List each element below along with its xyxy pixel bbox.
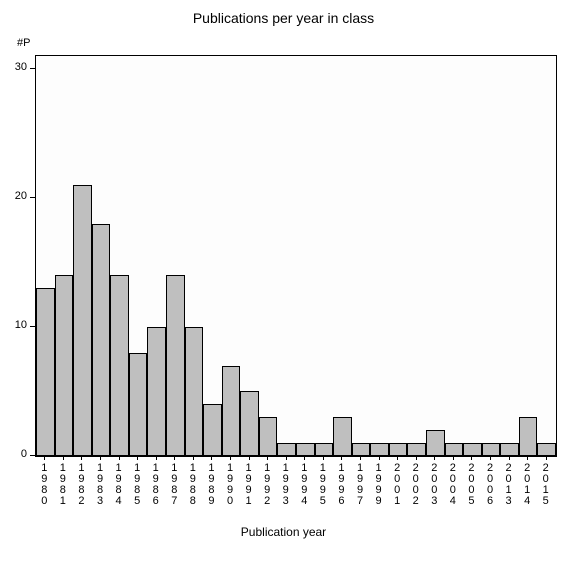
x-tick-label: 1 9 8 9 xyxy=(206,463,216,507)
bar xyxy=(500,443,519,456)
x-axis-label: Publication year xyxy=(0,525,567,539)
bar xyxy=(166,275,185,456)
y-tick xyxy=(30,455,35,456)
x-tick-label: 1 9 9 6 xyxy=(336,463,346,507)
x-tick-label: 1 9 8 7 xyxy=(169,463,179,507)
x-tick xyxy=(434,455,435,460)
x-tick xyxy=(416,455,417,460)
x-tick-label: 2 0 1 4 xyxy=(522,463,532,507)
x-tick xyxy=(249,455,250,460)
x-tick xyxy=(119,455,120,460)
x-tick xyxy=(527,455,528,460)
bar xyxy=(463,443,482,456)
x-tick-label: 1 9 9 4 xyxy=(299,463,309,507)
x-tick xyxy=(341,455,342,460)
bar xyxy=(333,417,352,456)
y-tick-label: 10 xyxy=(5,319,27,331)
x-tick-label: 1 9 8 6 xyxy=(151,463,161,507)
bar xyxy=(277,443,296,456)
bar xyxy=(110,275,129,456)
x-tick xyxy=(193,455,194,460)
bar xyxy=(259,417,278,456)
x-tick-label: 1 9 8 2 xyxy=(76,463,86,507)
y-tick xyxy=(30,68,35,69)
x-tick xyxy=(156,455,157,460)
bar xyxy=(185,327,204,456)
x-tick-label: 1 9 9 9 xyxy=(374,463,384,507)
x-tick xyxy=(360,455,361,460)
x-tick-label: 2 0 0 5 xyxy=(466,463,476,507)
y-tick xyxy=(30,326,35,327)
y-tick xyxy=(30,197,35,198)
bar xyxy=(92,224,111,456)
x-tick xyxy=(137,455,138,460)
x-tick-label: 1 9 8 0 xyxy=(39,463,49,507)
x-tick-label: 2 0 0 3 xyxy=(429,463,439,507)
x-tick-label: 2 0 1 5 xyxy=(541,463,551,507)
x-tick xyxy=(509,455,510,460)
bar xyxy=(73,185,92,456)
x-tick xyxy=(323,455,324,460)
y-corner-label: #P xyxy=(17,37,30,49)
x-tick-label: 1 9 8 5 xyxy=(132,463,142,507)
x-tick xyxy=(379,455,380,460)
x-tick xyxy=(490,455,491,460)
bar xyxy=(147,327,166,456)
x-tick xyxy=(397,455,398,460)
x-tick-label: 1 9 8 4 xyxy=(114,463,124,507)
x-tick xyxy=(304,455,305,460)
x-tick-label: 2 0 0 6 xyxy=(485,463,495,507)
x-tick xyxy=(286,455,287,460)
bar xyxy=(315,443,334,456)
chart-title: Publications per year in class xyxy=(0,10,567,26)
bar xyxy=(426,430,445,456)
x-tick xyxy=(63,455,64,460)
chart-container: Publications per year in class #P Public… xyxy=(0,0,567,567)
bar xyxy=(445,443,464,456)
bar xyxy=(370,443,389,456)
x-tick xyxy=(453,455,454,460)
x-tick-label: 2 0 0 4 xyxy=(448,463,458,507)
x-tick xyxy=(100,455,101,460)
x-tick-label: 2 0 0 1 xyxy=(392,463,402,507)
x-tick-label: 1 9 9 7 xyxy=(355,463,365,507)
x-tick xyxy=(230,455,231,460)
x-tick-label: 1 9 9 3 xyxy=(281,463,291,507)
x-tick xyxy=(81,455,82,460)
bar xyxy=(296,443,315,456)
x-tick-label: 2 0 0 2 xyxy=(411,463,421,507)
bar xyxy=(222,366,241,456)
bar xyxy=(240,391,259,456)
plot-area xyxy=(35,55,557,457)
bar xyxy=(36,288,55,456)
x-tick-label: 1 9 9 0 xyxy=(225,463,235,507)
x-tick xyxy=(44,455,45,460)
x-tick-label: 1 9 8 3 xyxy=(95,463,105,507)
bar xyxy=(519,417,538,456)
bar xyxy=(203,404,222,456)
bar xyxy=(129,353,148,456)
y-tick-label: 20 xyxy=(5,190,27,202)
x-tick-label: 1 9 8 8 xyxy=(188,463,198,507)
bar xyxy=(407,443,426,456)
x-tick xyxy=(267,455,268,460)
x-tick xyxy=(546,455,547,460)
x-tick-label: 1 9 9 1 xyxy=(244,463,254,507)
y-tick-label: 0 xyxy=(5,448,27,460)
x-tick-label: 2 0 1 3 xyxy=(504,463,514,507)
x-tick xyxy=(211,455,212,460)
y-tick-label: 30 xyxy=(5,61,27,73)
bar xyxy=(537,443,556,456)
x-tick-label: 1 9 9 5 xyxy=(318,463,328,507)
bar xyxy=(55,275,74,456)
x-tick-label: 1 9 9 2 xyxy=(262,463,272,507)
x-tick xyxy=(174,455,175,460)
x-tick-label: 1 9 8 1 xyxy=(58,463,68,507)
x-tick xyxy=(471,455,472,460)
